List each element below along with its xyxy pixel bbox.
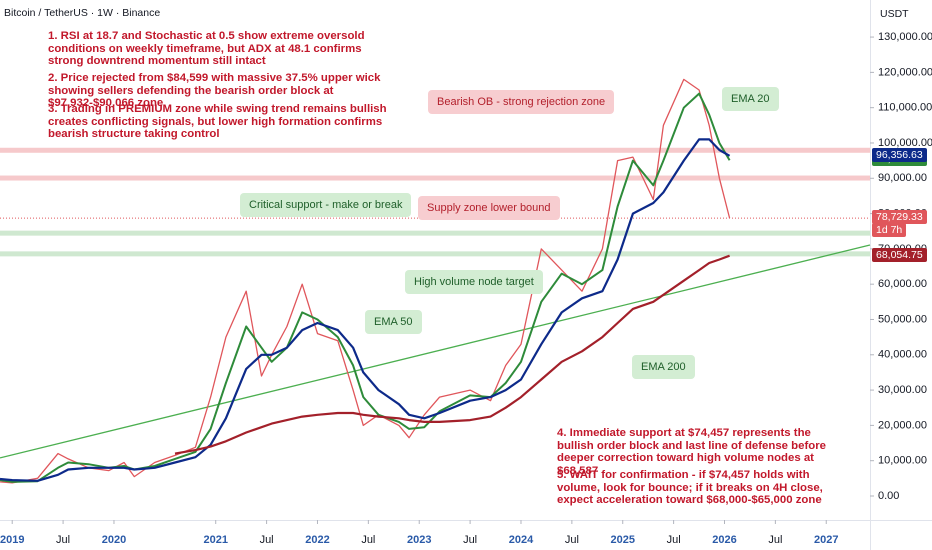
note: 4. Immediate support at $74,457 represen… <box>557 427 826 477</box>
y-tick-label: 10,000.00 <box>878 455 927 467</box>
y-tick-label: 50,000.00 <box>878 313 927 325</box>
y-tick-label: 30,000.00 <box>878 384 927 396</box>
chart-title: Bitcoin / TetherUS · 1W · Binance <box>4 7 160 19</box>
series-line <box>0 92 731 483</box>
y-tick-label: 60,000.00 <box>878 278 927 290</box>
price-badge: 96,356.63 <box>872 147 927 162</box>
level-band <box>0 251 870 257</box>
series-line <box>0 138 731 482</box>
annotation: High volume node target <box>405 270 543 294</box>
annotation: EMA 200 <box>632 355 695 379</box>
x-tick-label: 2024 <box>509 534 534 546</box>
y-tick-label: 90,000.00 <box>878 172 927 184</box>
x-tick-label: 2021 <box>203 534 227 546</box>
level-band <box>0 230 870 236</box>
x-tick-label: Jul <box>768 534 782 546</box>
x-tick-label: 2026 <box>712 534 736 546</box>
price-badge: 78,729.33 <box>872 210 927 225</box>
trendline <box>0 244 871 459</box>
level-band <box>0 147 870 153</box>
series-line <box>174 254 730 455</box>
note: 2. Price rejected from $84,599 with mass… <box>48 72 381 109</box>
x-tick-label: Jul <box>565 534 579 546</box>
x-tick-label: 2020 <box>102 534 126 546</box>
annotation: EMA 20 <box>722 87 779 111</box>
annotation: Bearish OB - strong rejection zone <box>428 90 615 114</box>
annotation: EMA 50 <box>365 310 422 334</box>
level-band <box>0 175 870 181</box>
y-tick-label: 110,000.00 <box>878 102 932 114</box>
y-tick-label: 0.00 <box>878 490 899 502</box>
y-tick-label: 130,000.00 <box>878 31 932 43</box>
y-tick-label: 100,000.00 <box>878 137 932 149</box>
x-tick-label: Jul <box>667 534 681 546</box>
y-tick-label: 40,000.00 <box>878 349 927 361</box>
x-tick-label: Jul <box>56 534 70 546</box>
countdown: 1d 7h <box>872 223 907 238</box>
x-tick-label: 2019 <box>0 534 24 546</box>
price-badge: 68,054.75 <box>872 247 927 262</box>
note: 1. RSI at 18.7 and Stochastic at 0.5 sho… <box>48 30 365 67</box>
x-tick-label: 2027 <box>814 534 838 546</box>
y-tick-label: 20,000.00 <box>878 419 927 431</box>
x-tick-label: 2022 <box>305 534 329 546</box>
x-tick-label: 2023 <box>407 534 431 546</box>
x-tick-label: Jul <box>361 534 375 546</box>
x-tick-label: 2025 <box>610 534 634 546</box>
x-tick-label: Jul <box>463 534 477 546</box>
note: 5. WAIT for confirmation - if $74,457 ho… <box>557 469 823 506</box>
y-tick-label: 120,000.00 <box>878 66 932 78</box>
x-tick-label: Jul <box>260 534 274 546</box>
y-axis-label: USDT <box>880 8 909 20</box>
annotation: Supply zone lower bound <box>418 196 560 220</box>
annotation: Critical support - make or break <box>240 193 412 217</box>
note: 3. Trading in PREMIUM zone while swing t… <box>48 103 387 140</box>
